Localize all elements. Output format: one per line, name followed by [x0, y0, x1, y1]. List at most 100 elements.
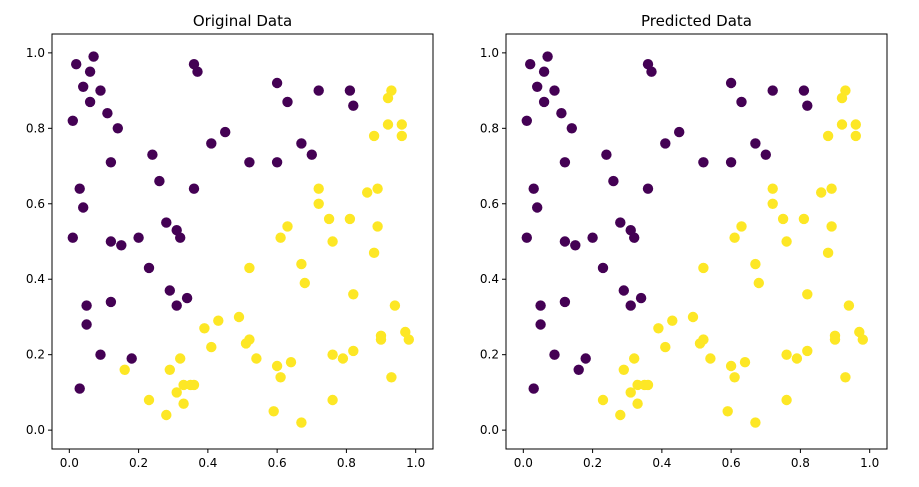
scatter-point	[181, 292, 193, 304]
scatter-point	[67, 232, 79, 243]
y-tick-label: 0.2	[480, 348, 499, 362]
x-tick-label: 0.4	[652, 456, 671, 470]
scatter-point	[629, 232, 640, 243]
scatter-point	[570, 240, 581, 251]
scatter-point	[102, 108, 113, 119]
scatter-point	[829, 334, 841, 345]
x-tick-label: 0.0	[60, 456, 79, 470]
scatter-point	[767, 183, 778, 194]
scatter-point	[836, 119, 848, 130]
scatter-point	[88, 51, 99, 62]
scatter-point	[81, 300, 92, 311]
scatter-point	[299, 277, 310, 289]
scatter-point	[566, 123, 577, 134]
scatter-point	[618, 364, 629, 375]
scatter-point	[836, 92, 848, 104]
scatter-point	[171, 387, 182, 398]
scatter-point	[538, 96, 550, 108]
scatter-point	[375, 334, 387, 345]
scatter-point	[642, 183, 654, 194]
scatter-point	[556, 108, 567, 119]
scatter-point	[154, 175, 165, 187]
scatter-point	[549, 85, 560, 96]
scatter-point	[840, 372, 851, 383]
scatter-point	[781, 394, 792, 406]
scatter-point	[802, 100, 813, 111]
scatter-point	[646, 66, 657, 77]
scatter-point	[161, 217, 172, 228]
scatter-point	[271, 360, 283, 372]
scatter-point	[760, 149, 771, 160]
scatter-point	[348, 289, 359, 300]
scatter-point	[653, 323, 664, 334]
scatter-point	[826, 221, 837, 232]
scatter-point	[698, 157, 709, 168]
x-tick-label: 0.0	[514, 456, 533, 470]
scatter-point	[580, 353, 591, 364]
scatter-point	[306, 149, 317, 160]
scatter-point	[348, 345, 359, 357]
scatter-point	[105, 296, 117, 308]
plot-frame	[505, 33, 888, 450]
scatter-point	[296, 417, 307, 428]
scatter-point	[736, 96, 747, 108]
scatter-point	[791, 353, 803, 364]
scatter-point	[525, 58, 536, 70]
scatter-point	[625, 300, 636, 311]
scatter-point	[282, 96, 293, 108]
scatter-point	[736, 221, 747, 232]
scatter-point	[133, 232, 144, 243]
scatter-point	[372, 221, 383, 232]
chart-title-original: Original Data	[193, 12, 292, 30]
scatter-point	[750, 417, 761, 428]
scatter-point	[74, 183, 85, 194]
scatter-point	[538, 66, 550, 77]
scatter-point	[850, 130, 861, 142]
scatter-point	[188, 183, 200, 194]
scatter-point	[244, 157, 255, 168]
scatter-point	[147, 149, 158, 160]
scatter-point	[206, 341, 217, 353]
scatter-point	[698, 262, 709, 274]
scatter-point	[327, 349, 338, 360]
scatter-point	[161, 409, 172, 421]
scatter-point	[660, 341, 671, 353]
scatter-point	[84, 96, 96, 108]
y-tick-label: 0.4	[26, 272, 45, 286]
scatter-point	[857, 334, 868, 345]
scatter-point	[629, 353, 640, 364]
scatter-point	[403, 334, 414, 345]
scatter-point	[601, 149, 612, 160]
scatter-point	[535, 319, 546, 330]
scatter-point	[396, 119, 407, 130]
y-tick-label: 0.0	[26, 423, 45, 437]
scatter-point	[119, 364, 130, 375]
scatter-point	[542, 51, 553, 62]
scatter-point	[777, 213, 789, 225]
scatter-point	[767, 198, 778, 209]
points	[67, 51, 414, 428]
scatter-point	[729, 232, 740, 243]
scatter-point	[143, 262, 155, 274]
scatter-point	[753, 277, 764, 289]
scatter-point	[105, 157, 117, 168]
scatter-point	[344, 85, 356, 96]
scatter-point	[850, 119, 861, 130]
x-tick-label: 1.0	[860, 456, 879, 470]
y-tick-label: 0.8	[480, 121, 499, 135]
scatter-point	[625, 387, 636, 398]
scatter-point	[171, 300, 182, 311]
scatter-point	[348, 100, 359, 111]
scatter-point	[559, 236, 571, 247]
scatter-point	[285, 357, 297, 368]
scatter-point	[389, 300, 401, 311]
scatter-point	[368, 130, 380, 142]
scatter-point	[81, 319, 92, 330]
scatter-point	[175, 232, 186, 243]
scatter-point	[116, 240, 127, 251]
scatter-point	[67, 115, 79, 127]
scatter-point	[618, 285, 629, 296]
scatter-point	[750, 258, 761, 270]
scatter-point	[781, 349, 792, 360]
